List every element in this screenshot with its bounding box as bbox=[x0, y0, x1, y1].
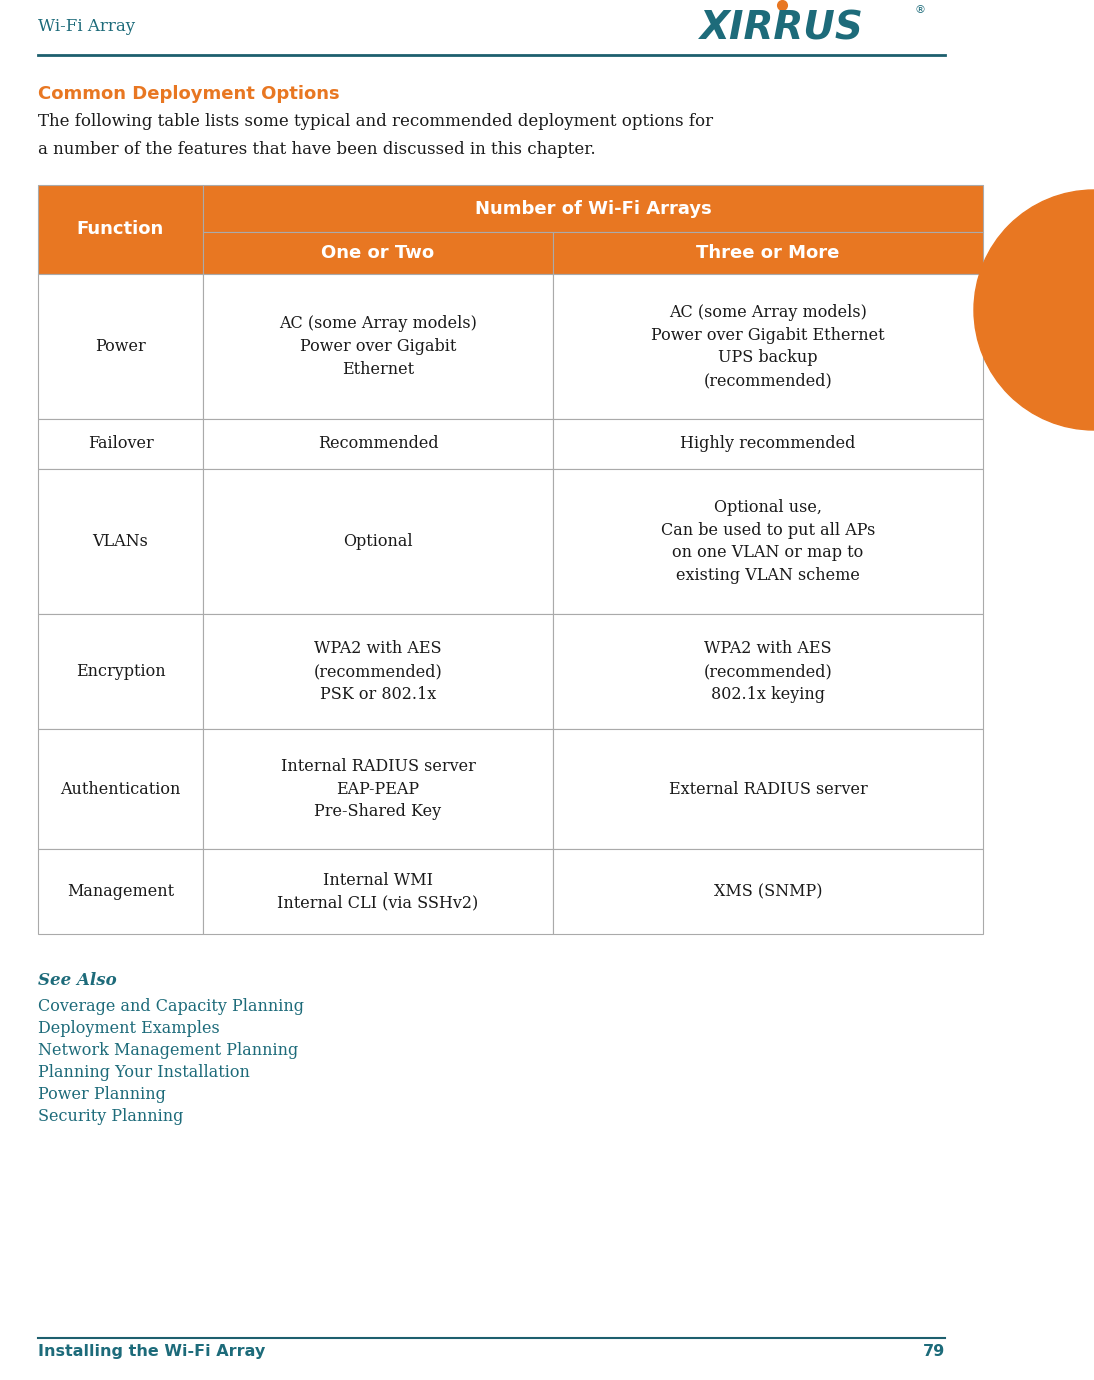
Bar bbox=[38, 729, 203, 849]
Bar bbox=[552, 275, 984, 420]
Text: a number of the features that have been discussed in this chapter.: a number of the features that have been … bbox=[38, 141, 595, 157]
Bar bbox=[38, 185, 203, 275]
Bar bbox=[552, 614, 984, 729]
Text: ®: ® bbox=[915, 6, 926, 15]
Text: Failover: Failover bbox=[88, 436, 153, 453]
Text: Wi-Fi Array: Wi-Fi Array bbox=[38, 18, 136, 34]
Text: Recommended: Recommended bbox=[317, 436, 439, 453]
Text: Planning Your Installation: Planning Your Installation bbox=[38, 1064, 249, 1081]
Text: Authentication: Authentication bbox=[60, 781, 181, 798]
Bar bbox=[203, 420, 552, 469]
Text: Common Deployment Options: Common Deployment Options bbox=[38, 86, 339, 104]
Bar bbox=[203, 849, 552, 934]
Bar bbox=[552, 420, 984, 469]
Text: Highly recommended: Highly recommended bbox=[680, 436, 856, 453]
Text: XIRRUS: XIRRUS bbox=[700, 10, 864, 48]
Text: Deployment Examples: Deployment Examples bbox=[38, 1020, 220, 1036]
Text: Three or More: Three or More bbox=[696, 244, 840, 262]
Bar bbox=[203, 185, 984, 232]
Text: Coverage and Capacity Planning: Coverage and Capacity Planning bbox=[38, 998, 304, 1016]
Bar bbox=[203, 729, 552, 849]
Bar bbox=[38, 614, 203, 729]
Text: WPA2 with AES
(recommended)
802.1x keying: WPA2 with AES (recommended) 802.1x keyin… bbox=[703, 640, 833, 702]
Text: Internal RADIUS server
EAP-PEAP
Pre-Shared Key: Internal RADIUS server EAP-PEAP Pre-Shar… bbox=[280, 758, 476, 820]
Text: Management: Management bbox=[67, 883, 174, 900]
Text: XMS (SNMP): XMS (SNMP) bbox=[713, 883, 823, 900]
Text: The following table lists some typical and recommended deployment options for: The following table lists some typical a… bbox=[38, 113, 713, 130]
Text: Internal WMI
Internal CLI (via SSHv2): Internal WMI Internal CLI (via SSHv2) bbox=[278, 872, 479, 911]
Circle shape bbox=[974, 190, 1094, 431]
Text: Power: Power bbox=[95, 338, 146, 355]
Text: VLANs: VLANs bbox=[93, 533, 149, 551]
Text: Security Planning: Security Planning bbox=[38, 1108, 184, 1125]
Bar bbox=[38, 849, 203, 934]
Text: Optional use,
Can be used to put all APs
on one VLAN or map to
existing VLAN sch: Optional use, Can be used to put all APs… bbox=[661, 498, 875, 584]
Bar bbox=[203, 614, 552, 729]
Bar bbox=[203, 469, 552, 614]
Text: Function: Function bbox=[77, 221, 164, 239]
Text: External RADIUS server: External RADIUS server bbox=[668, 781, 868, 798]
Bar bbox=[552, 469, 984, 614]
Text: Power Planning: Power Planning bbox=[38, 1086, 166, 1103]
Bar bbox=[38, 420, 203, 469]
Bar bbox=[552, 232, 984, 275]
Bar bbox=[38, 469, 203, 614]
Text: Installing the Wi-Fi Array: Installing the Wi-Fi Array bbox=[38, 1344, 265, 1359]
Bar bbox=[203, 275, 552, 420]
Text: 79: 79 bbox=[922, 1344, 945, 1359]
Text: Number of Wi-Fi Arrays: Number of Wi-Fi Arrays bbox=[475, 200, 711, 218]
Text: AC (some Array models)
Power over Gigabit
Ethernet: AC (some Array models) Power over Gigabi… bbox=[279, 315, 477, 378]
Text: Network Management Planning: Network Management Planning bbox=[38, 1042, 299, 1058]
Text: See Also: See Also bbox=[38, 972, 117, 989]
Bar bbox=[38, 275, 203, 420]
Bar bbox=[203, 232, 552, 275]
Text: WPA2 with AES
(recommended)
PSK or 802.1x: WPA2 with AES (recommended) PSK or 802.1… bbox=[314, 640, 442, 702]
Text: Optional: Optional bbox=[344, 533, 412, 551]
Bar bbox=[552, 849, 984, 934]
Bar bbox=[552, 729, 984, 849]
Text: One or Two: One or Two bbox=[322, 244, 434, 262]
Text: AC (some Array models)
Power over Gigabit Ethernet
UPS backup
(recommended): AC (some Array models) Power over Gigabi… bbox=[651, 304, 885, 389]
Text: Encryption: Encryption bbox=[75, 662, 165, 680]
